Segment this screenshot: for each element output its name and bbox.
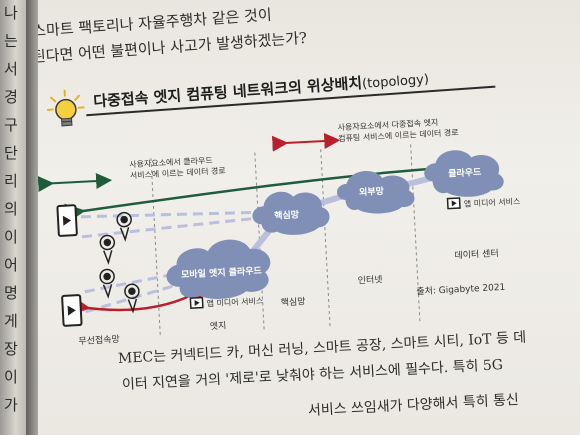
left-page-glyph: 단 — [4, 144, 18, 162]
topology-svg — [38, 133, 504, 338]
smartphone-icon — [61, 294, 83, 327]
left-page-glyph: 게 — [4, 312, 18, 330]
core-cloud — [252, 191, 330, 235]
legend-green-arrow — [38, 173, 113, 193]
antenna-tower-icon — [124, 283, 140, 314]
antenna-tower-icon — [116, 211, 132, 242]
green-data-path — [64, 157, 474, 224]
smartphone-icon — [56, 204, 78, 237]
left-page-glyph: 이 — [4, 228, 18, 246]
lightbulb-icon — [46, 89, 85, 127]
left-page-glyph: 나 — [4, 4, 18, 22]
left-page-glyph: 가 — [4, 396, 18, 414]
app-media-icon — [446, 197, 461, 210]
core-cloud-label: 핵심망 — [273, 210, 300, 222]
external-cloud — [336, 171, 415, 214]
left-page-glyph: 구 — [4, 116, 18, 134]
zone-label-internet: 인터넷 — [357, 275, 383, 287]
left-page-glyph: 리 — [4, 172, 18, 190]
dashed-link — [81, 215, 267, 239]
cloud-label: 클라우드 — [447, 167, 482, 180]
left-page-glyph: 명 — [4, 284, 18, 302]
zone-label-core: 핵심망 — [280, 297, 306, 309]
zone-divider — [150, 158, 161, 338]
zone-label-edge: 엣지 — [209, 321, 227, 333]
topology-diagram: 사용자요소에서 클라우드 서비스에 이르는 데이터 경로 사용자요소에서 다중접… — [38, 0, 580, 435]
left-page-glyph: 경 — [4, 88, 18, 106]
left-page-glyph: 의 — [4, 200, 18, 218]
external-cloud-label: 외부망 — [358, 186, 385, 199]
zone-divider — [320, 149, 331, 329]
left-page-glyph: 서 — [4, 60, 18, 78]
antenna-tower-icon — [99, 234, 116, 265]
diagram-title-row: 다중접속 엣지 컴퓨팅 네트워크의 위상배치(topology) — [44, 57, 516, 134]
left-page-glyph: 장 — [4, 340, 18, 358]
left-page-glyph: 어 — [4, 256, 18, 274]
app-media-icon — [189, 296, 204, 309]
left-page-glyph: 는 — [4, 32, 18, 50]
dashed-link — [80, 210, 266, 219]
left-page-glyph: 이 — [4, 368, 18, 386]
book-page: 스마트 팩토리나 자율주행차 같은 것이 된다면 어떤 불편이나 사고가 발생하… — [38, 0, 580, 435]
mobile-edge-cloud — [166, 239, 271, 299]
book-gutter — [26, 0, 38, 435]
left-page-edge: 나 는 서 경 구 단 리 의 이 어 명 게 장 이 가 — [0, 0, 26, 435]
zone-label-wireless: 무선접속망 — [78, 334, 121, 348]
cloud-datacenter — [424, 150, 504, 197]
antenna-tower-icon — [99, 268, 115, 299]
legend-red-arrow — [271, 133, 341, 152]
zone-label-datacenter: 데이터 센터 — [454, 249, 499, 262]
